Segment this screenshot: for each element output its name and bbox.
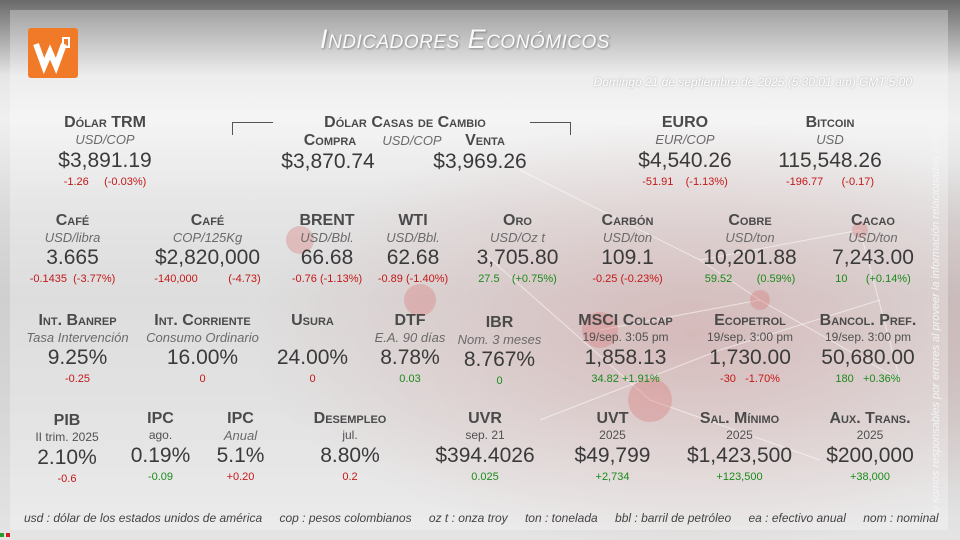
casas-venta-value: $3,969.26	[433, 150, 527, 173]
indicator-ecopetrol: Ecopetrol 19/sep. 3:00 pm 1,730.00 -30 -…	[706, 312, 794, 385]
indicator-dtf: DTF E.A. 90 días 8.78% 0.03	[374, 312, 446, 385]
indicator-ipc-mes: IPC ago. 0.19% -0.09	[130, 410, 191, 483]
indicator-unit: USD/COP	[75, 132, 135, 147]
casas-compra-value: $3,870.74	[281, 150, 375, 173]
flag-red-icon	[6, 533, 10, 537]
glossary-item: bbl : barril de petróleo	[615, 511, 732, 525]
glossary-item: ton : tonelada	[524, 511, 598, 525]
indicator-change: -1.26 (-0.03%)	[63, 176, 147, 188]
indicator-pib: PIB II trim. 2025 2.10% -0.6	[35, 412, 99, 485]
indicator-value: 115,548.26	[778, 149, 882, 172]
indicator-aux-trans: Aux. Trans. 2025 $200,000 +38,000	[826, 410, 914, 483]
indicator-cafe-cop: Café COP/125Kg $2,820,000 -140,000 (-4.7…	[154, 212, 261, 285]
glossary-item: usd : dólar de los estados unidos de amé…	[24, 511, 263, 525]
casas-unit: USD/COP	[382, 133, 442, 148]
flag-green-icon	[0, 533, 4, 537]
indicator-sal-minimo: Sal. Mínimo 2025 $1,423,500 +123,500	[686, 410, 793, 483]
indicator-uvt: UVT 2025 $49,799 +2,734	[574, 410, 651, 483]
indicator-label: Dólar Casas de Cambio	[324, 114, 486, 131]
indicator-trm: Dólar TRM USD/COP $3,891.19 -1.26 (-0.03…	[35, 114, 175, 190]
indicator-ibr: IBR Nom. 3 meses 8.767% 0	[457, 314, 542, 387]
bracket-left	[232, 122, 273, 135]
indicator-bitcoin: Bitcoin USD 115,548.26 -196.77 (-0.17)	[765, 114, 895, 190]
indicator-cobre: Cobre USD/ton 10,201.88 59.52 (0.59%)	[703, 212, 797, 285]
glossary-item: oz t : onza troy	[428, 511, 508, 525]
indicator-cacao: Cacao USD/ton 7,243.00 10 (+0.14%)	[832, 212, 914, 285]
indicator-casas-cambio: Dólar Casas de Cambio	[270, 114, 540, 132]
indicator-unit: USD	[816, 132, 844, 147]
indicator-bancol-pref: Bancol. Pref. 19/sep. 3:00 pm 50,680.00 …	[819, 312, 917, 385]
indicator-unit: EUR/COP	[655, 132, 715, 147]
w-logo-icon	[28, 28, 78, 78]
glossary-item: cop : pesos colombianos	[279, 511, 412, 525]
indicator-label: EURO	[661, 114, 709, 131]
indicator-brent: BRENT USD/Bbl. 66.68 -0.76 (-1.13%)	[291, 212, 363, 285]
footer-glossary: usd : dólar de los estados unidos de amé…	[24, 511, 939, 525]
indicator-int-corriente: Int. Corriente Consumo Ordinario 16.00% …	[146, 312, 259, 385]
disclaimer: No somos responsables por errores al pro…	[930, 120, 942, 520]
indicator-usura: Usura 24.00% 0	[276, 312, 349, 385]
indicator-euro: EURO EUR/COP $4,540.26 -51.91 (-1.13%)	[615, 114, 755, 190]
bracket-right	[530, 122, 571, 135]
indicator-label: Dólar TRM	[64, 114, 146, 131]
indicator-carbon: Carbón USD/ton 109.1 -0.25 (-0.23%)	[592, 212, 663, 285]
indicator-wti: WTI USD/Bbl. 62.68 -0.89 (-1.40%)	[377, 212, 449, 285]
indicator-int-banrep: Int. Banrep Tasa Intervención 9.25% -0.2…	[26, 312, 129, 385]
date-time: Domingo 21 de septiembre de 2025 (5:30:0…	[593, 75, 912, 89]
glossary-item: ea : efectivo anual	[748, 511, 846, 525]
indicator-desempleo: Desempleo jul. 8.80% 0.2	[313, 410, 387, 483]
indicator-oro: Oro USD/Oz t 3,705.80 27.5 (+0.75%)	[476, 212, 559, 285]
indicator-change: -196.77 (-0.17)	[785, 176, 875, 188]
content-panel	[10, 10, 948, 530]
indicator-cafe-usd: Café USD/libra 3.665 -0.1435 (-3.77%)	[29, 212, 116, 285]
indicator-msci-colcap: MSCI Colcap 19/sep. 3:05 pm 1,858.13 34.…	[578, 312, 673, 385]
indicator-value: $3,891.19	[58, 149, 152, 172]
indicator-uvr: UVR sep. 21 $394.4026 0.025	[435, 410, 535, 483]
casas-venta-label: Venta	[465, 132, 505, 149]
indicator-value: $4,540.26	[638, 149, 732, 172]
page-title: Indicadores Económicos	[320, 24, 610, 54]
indicator-change: -51.91 (-1.13%)	[642, 176, 728, 188]
casas-compra-label: Compra	[303, 132, 357, 149]
indicator-ipc-anual: IPC Anual 5.1% +0.20	[216, 410, 265, 483]
indicator-label: Bitcoin	[805, 114, 855, 131]
glossary-item: nom : nominal	[863, 511, 939, 525]
